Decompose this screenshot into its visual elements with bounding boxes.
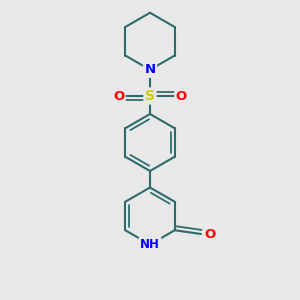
Text: S: S	[145, 89, 155, 103]
Text: O: O	[113, 89, 124, 103]
Text: O: O	[176, 89, 187, 103]
Text: NH: NH	[140, 238, 160, 251]
Text: O: O	[204, 227, 216, 241]
Text: N: N	[144, 63, 156, 76]
